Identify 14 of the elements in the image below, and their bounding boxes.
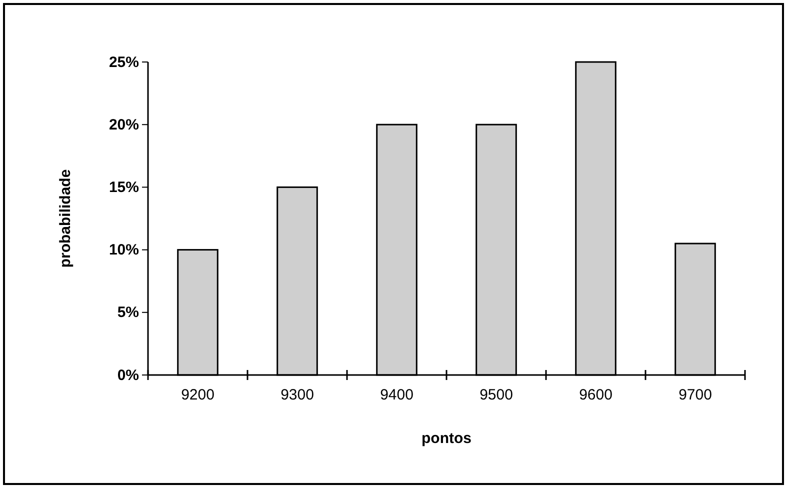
x-tick-label: 9600 [579, 386, 612, 404]
y-tick-label: 10% [108, 242, 139, 259]
y-axis-title: probabilidade [57, 169, 74, 268]
y-tick-label: 15% [108, 179, 139, 196]
x-tick-label: 9400 [380, 386, 414, 404]
y-tick-label: 25% [108, 54, 139, 71]
y-tick-label: 20% [108, 116, 139, 134]
x-tick-label: 9500 [480, 386, 513, 404]
x-tick-label: 9200 [181, 386, 214, 404]
x-tick-label: 9300 [280, 386, 314, 404]
y-tick-label: 0% [117, 366, 139, 384]
y-tick-label: 5% [117, 304, 139, 322]
x-tick-label: 9700 [678, 386, 712, 404]
x-axis-title: pontos [422, 430, 472, 447]
